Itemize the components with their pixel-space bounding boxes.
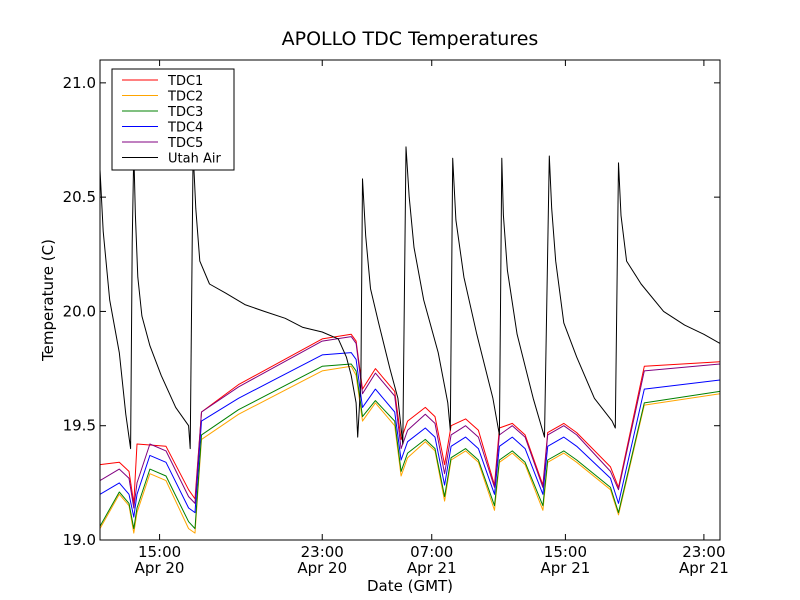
plot-frame [99,59,721,541]
legend-box [111,68,235,171]
x-tick-label-date: Apr 21 [679,559,729,577]
y-tick-label: 21.0 [63,74,96,92]
x-tick-label-time: 07:00 [410,543,453,561]
y-tick-label: 19.0 [63,531,96,549]
series-line-tdc5 [100,336,720,509]
series-line-tdc4 [100,352,720,518]
series-line-tdc1 [100,333,720,504]
y-tick-label: 20.5 [63,188,96,206]
legend-label-tdc1: TDC1 [167,74,203,89]
y-tick-label: 19.5 [63,417,96,435]
x-tick-label-date: Apr 21 [540,559,590,577]
x-axis-label: Date (GMT) [367,577,453,595]
x-tick-label-time: 23:00 [301,543,344,561]
y-tick-label: 20.0 [63,302,96,320]
x-tick-label-time: 15:00 [544,543,587,561]
y-axis-label: Temperature (C) [39,239,57,362]
series-layer [100,146,720,534]
legend-label-tdc5: TDC5 [167,136,203,151]
x-tick-label-time: 15:00 [138,543,181,561]
legend-label-tdc3: TDC3 [167,105,203,120]
x-tick-label-date: Apr 21 [407,559,457,577]
series-line-utah-air [100,146,720,450]
legend-label-tdc2: TDC2 [167,90,203,105]
legend-label-tdc4: TDC4 [167,121,203,136]
x-tick-label-date: Apr 20 [135,559,185,577]
x-tick-label-date: Apr 20 [297,559,347,577]
x-tick-label-time: 23:00 [682,543,725,561]
chart-title: APOLLO TDC Temperatures [282,28,539,50]
series-line-tdc3 [100,363,720,530]
legend-label-utah-air: Utah Air [168,152,221,167]
